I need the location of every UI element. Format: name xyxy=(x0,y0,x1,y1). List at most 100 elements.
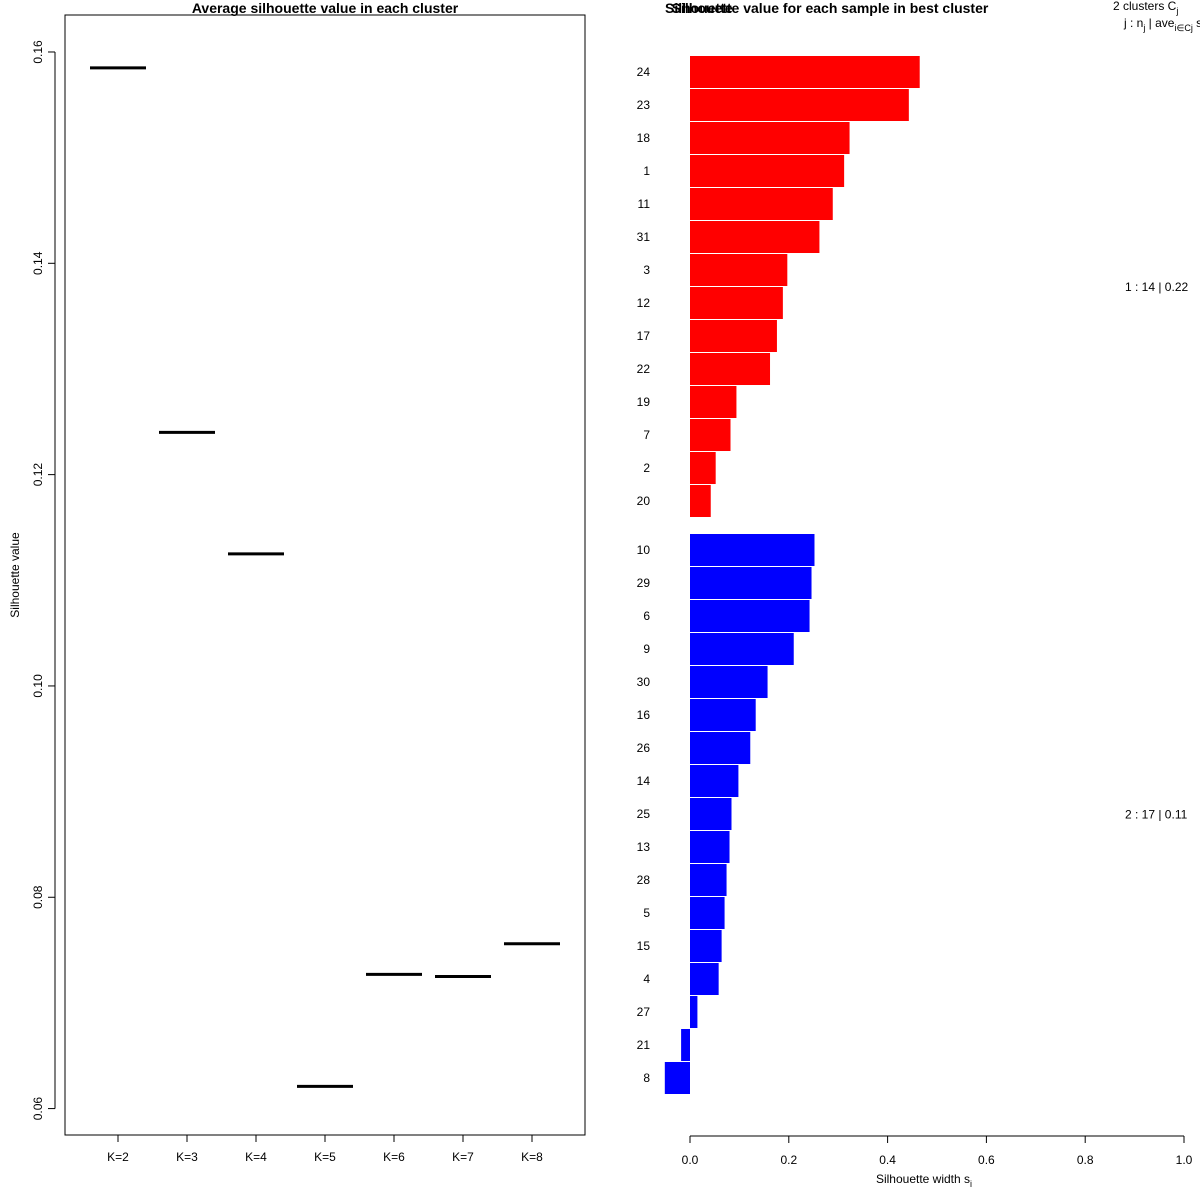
left-y-axis: 0.06 0.08 0.10 0.12 0.14 0.16 xyxy=(31,40,56,1120)
legend-header-line1-sub: j xyxy=(1175,6,1178,16)
right-chart-title-overlap: Silhouette xyxy=(665,0,733,16)
sample-label: 24 xyxy=(637,65,651,79)
sample-label: 19 xyxy=(637,395,651,409)
right-x-tick-label: 0.6 xyxy=(978,1153,995,1167)
sample-label: 16 xyxy=(637,708,651,722)
right-chart: Silhouette Silhouette value for each sam… xyxy=(637,0,1200,1189)
legend-header-line2-tail: s xyxy=(1193,16,1200,30)
right-cluster-summaries: 1 : 14 | 0.22 2 : 17 | 0.11 xyxy=(1125,280,1188,822)
right-x-tick-label: 1.0 xyxy=(1176,1153,1193,1167)
silhouette-bar xyxy=(690,287,783,319)
silhouette-bar xyxy=(690,996,698,1028)
sample-label: 4 xyxy=(643,972,650,986)
legend-header-line2-mid: | ave xyxy=(1145,16,1174,30)
sample-label: 6 xyxy=(643,609,650,623)
legend-header-line2: j : n xyxy=(1123,16,1143,30)
silhouette-bar xyxy=(690,534,815,566)
silhouette-bar xyxy=(690,386,737,418)
sample-label: 31 xyxy=(637,230,651,244)
sample-label: 26 xyxy=(637,741,651,755)
silhouette-bar xyxy=(690,864,727,896)
silhouette-bar xyxy=(690,89,909,121)
silhouette-bar xyxy=(690,188,833,220)
sample-label: 10 xyxy=(637,543,651,557)
left-x-tick-label: K=4 xyxy=(245,1150,267,1164)
silhouette-bar xyxy=(664,1062,690,1094)
sample-label: 9 xyxy=(643,642,650,656)
silhouette-bar xyxy=(690,666,768,698)
silhouette-bar xyxy=(690,765,739,797)
sample-label: 28 xyxy=(637,873,651,887)
sample-label: 3 xyxy=(643,263,650,277)
silhouette-bar xyxy=(690,353,771,385)
sample-label: 20 xyxy=(637,494,651,508)
left-x-tick-label: K=3 xyxy=(176,1150,198,1164)
silhouette-bar xyxy=(690,600,810,632)
svg-text:j : nj | avei∈Cj s: j : nj | avei∈Cj s xyxy=(1123,16,1200,33)
svg-text:2 clusters Cj: 2 clusters Cj xyxy=(1113,0,1178,16)
legend-header-line2-sub2: i∈Cj xyxy=(1174,23,1192,33)
sample-label: 8 xyxy=(643,1071,650,1085)
sample-label: 18 xyxy=(637,131,651,145)
silhouette-bar xyxy=(690,56,920,88)
left-y-tick-label: 0.12 xyxy=(31,463,45,487)
left-x-tick-label: K=5 xyxy=(314,1150,336,1164)
right-x-tick-label: 0.0 xyxy=(682,1153,699,1167)
sample-label: 5 xyxy=(643,906,650,920)
left-chart-title: Average silhouette value in each cluster xyxy=(192,0,459,16)
sample-label: 7 xyxy=(643,428,650,442)
sample-label: 2 xyxy=(643,461,650,475)
right-x-axis: 0.0 0.2 0.4 0.6 0.8 1.0 xyxy=(682,1135,1193,1167)
right-chart-title: Silhouette value for each sample in best… xyxy=(672,0,989,16)
silhouette-bar xyxy=(690,485,711,517)
left-y-tick-label: 0.10 xyxy=(31,674,45,698)
left-x-tick-label: K=6 xyxy=(383,1150,405,1164)
silhouette-bar xyxy=(690,897,725,929)
silhouette-bar xyxy=(690,221,820,253)
right-x-axis-label-sub: i xyxy=(970,1179,972,1189)
sample-label: 12 xyxy=(637,296,651,310)
sample-label: 1 xyxy=(643,164,650,178)
sample-label: 30 xyxy=(637,675,651,689)
silhouette-bar xyxy=(690,963,719,995)
legend-header-line1: 2 clusters C xyxy=(1113,0,1177,13)
silhouette-bar xyxy=(690,633,794,665)
right-legend-header: 2 clusters Cj j : nj | avei∈Cj s xyxy=(1113,0,1200,33)
right-bars: 2423181113131217221972201029693016261425… xyxy=(637,56,920,1094)
left-y-tick-label: 0.14 xyxy=(31,251,45,275)
cluster-summary: 1 : 14 | 0.22 xyxy=(1125,280,1188,294)
left-x-axis: K=2 K=3 K=4 K=5 K=6 K=7 K=8 xyxy=(107,1135,543,1164)
right-x-tick-label: 0.8 xyxy=(1077,1153,1094,1167)
silhouette-bar xyxy=(690,452,716,484)
sample-label: 11 xyxy=(638,197,651,211)
sample-label: 27 xyxy=(637,1005,651,1019)
silhouette-bar xyxy=(690,831,730,863)
silhouette-bar xyxy=(681,1029,690,1061)
sample-label: 22 xyxy=(637,362,651,376)
left-x-tick-label: K=7 xyxy=(452,1150,474,1164)
right-x-axis-label: Silhouette width s xyxy=(876,1172,970,1186)
left-x-tick-label: K=2 xyxy=(107,1150,129,1164)
sample-label: 13 xyxy=(637,840,651,854)
silhouette-bar xyxy=(690,254,788,286)
sample-label: 25 xyxy=(637,807,651,821)
silhouette-bar xyxy=(690,320,777,352)
right-x-tick-label: 0.2 xyxy=(780,1153,797,1167)
left-marks xyxy=(90,66,560,1088)
left-y-tick-label: 0.16 xyxy=(31,40,45,64)
sample-label: 23 xyxy=(637,98,651,112)
cluster-summary: 2 : 17 | 0.11 xyxy=(1125,808,1188,822)
left-x-tick-label: K=8 xyxy=(521,1150,543,1164)
silhouette-bar xyxy=(690,699,756,731)
silhouette-bar xyxy=(690,930,722,962)
right-x-tick-label: 0.4 xyxy=(879,1153,896,1167)
sample-label: 14 xyxy=(637,774,651,788)
silhouette-bar xyxy=(690,798,732,830)
left-y-tick-label: 0.08 xyxy=(31,885,45,909)
sample-label: 15 xyxy=(637,939,651,953)
silhouette-bar xyxy=(690,419,731,451)
silhouette-bar xyxy=(690,155,845,187)
legend-header-line2-sub1: j xyxy=(1142,23,1145,33)
svg-text:Silhouette width si: Silhouette width si xyxy=(876,1172,972,1189)
